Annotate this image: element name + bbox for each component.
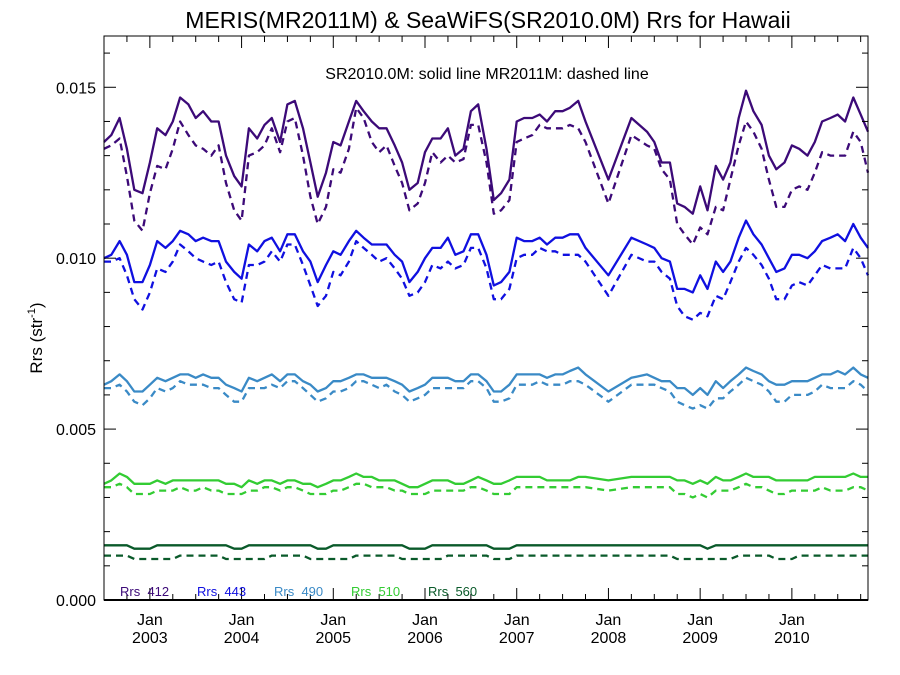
x-tick-year-label: 2010 [774,630,810,647]
series-line-rrs-490-solid [103,366,869,397]
x-tick-month-label: Jan [229,612,255,629]
legend-item: Rrs 560 [428,584,477,599]
x-tick-year-label: 2009 [682,630,718,647]
line-style-annotation: SR2010.0M: solid line MR2011M: dashed li… [325,66,649,83]
x-tick-year-label: 2004 [224,630,260,647]
y-axis-label: Rrs (str-1) [26,302,46,373]
series-line-rrs-412-dashed [103,106,870,246]
legend: Rrs 412 Rrs 443 Rrs 490 Rrs 510 Rrs 560 [120,584,477,599]
series-line-rrs-560-solid [104,544,868,550]
series-line-rrs-510-solid [103,472,868,489]
x-tick-month-label: Jan [596,612,622,629]
x-tick-month-label: Jan [687,612,713,629]
x-tick-month-label: Jan [320,612,346,629]
x-tick-year-label: 2008 [591,630,627,647]
y-tick-label: 0.015 [56,80,96,97]
axes-layer: 0.0000.0050.0100.015Jan2003Jan2004Jan200… [56,35,869,647]
chart-title: MERIS(MR2011M) & SeaWiFS(SR2010.0M) Rrs … [185,7,790,33]
legend-item: Rrs 510 [351,584,400,599]
legend-item: Rrs 412 [120,584,169,599]
series-line-rrs-443-dashed [104,239,870,321]
x-tick-month-label: Jan [412,612,438,629]
legend-item: Rrs 443 [197,584,246,599]
y-axis-label-sup: -1 [26,308,38,318]
x-tick-year-label: 2006 [407,630,443,647]
x-tick-year-label: 2005 [315,630,351,647]
y-tick-label: 0.010 [56,251,96,268]
legend-item: Rrs 490 [274,584,323,599]
x-tick-year-label: 2003 [132,630,168,647]
y-tick-label: 0.005 [56,422,96,439]
series-line-rrs-560-dashed [104,554,868,561]
series-layer [103,89,870,561]
series-line-rrs-412-solid [103,89,870,215]
x-tick-month-label: Jan [137,612,163,629]
x-tick-year-label: 2007 [499,630,535,647]
y-axis-label-close: ) [27,302,46,308]
series-line-rrs-443-solid [103,219,869,294]
y-tick-label: 0.000 [56,593,96,610]
x-tick-month-label: Jan [504,612,530,629]
series-line-rrs-510-dashed [104,482,869,499]
x-tick-month-label: Jan [779,612,805,629]
y-axis-label-main: Rrs (str [27,318,46,374]
series-line-rrs-490-dashed [104,376,869,410]
